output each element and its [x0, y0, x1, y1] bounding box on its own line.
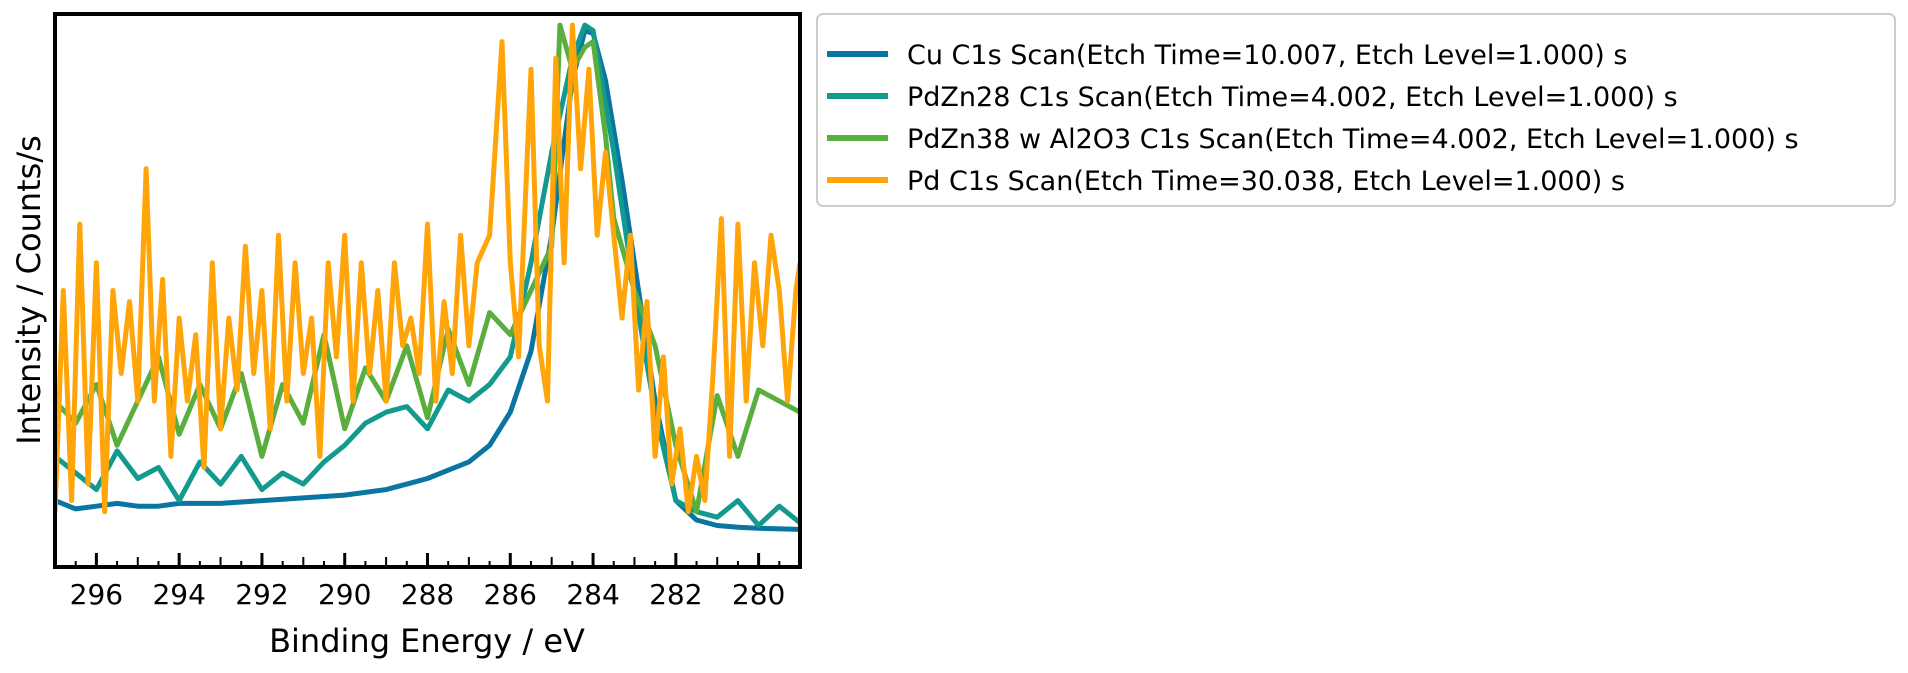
x-tick-label: 280: [732, 578, 785, 611]
x-tick-label: 284: [566, 578, 619, 611]
x-axis-label: Binding Energy / eV: [269, 622, 585, 660]
x-ticks-group: 296 294 292 290 288 286 284 282 280: [54, 553, 801, 611]
x-tick-label: 282: [649, 578, 702, 611]
legend-label-3: PdZn38 w Al2O3 C1s Scan(Etch Time=4.002,…: [907, 124, 1799, 155]
x-tick-label: 288: [401, 578, 454, 611]
legend-label-1: Cu C1s Scan(Etch Time=10.007, Etch Level…: [907, 40, 1627, 71]
legend-box: [816, 13, 1896, 207]
series-line-4: [55, 22, 800, 515]
x-tick-label: 292: [235, 578, 288, 611]
y-axis-label: Intensity / Counts/s: [10, 135, 48, 445]
series-line-1: [55, 28, 800, 532]
plot-series-group: [55, 22, 800, 532]
legend-label-2: PdZn28 C1s Scan(Etch Time=4.002, Etch Le…: [907, 82, 1678, 113]
legend: Cu C1s Scan(Etch Time=10.007, Etch Level…: [816, 13, 1896, 207]
x-tick-label: 294: [152, 578, 205, 611]
x-tick-label: 286: [484, 578, 537, 611]
x-tick-label: 290: [318, 578, 371, 611]
legend-label-4: Pd C1s Scan(Etch Time=30.038, Etch Level…: [907, 166, 1625, 197]
x-tick-label: 296: [70, 578, 123, 611]
